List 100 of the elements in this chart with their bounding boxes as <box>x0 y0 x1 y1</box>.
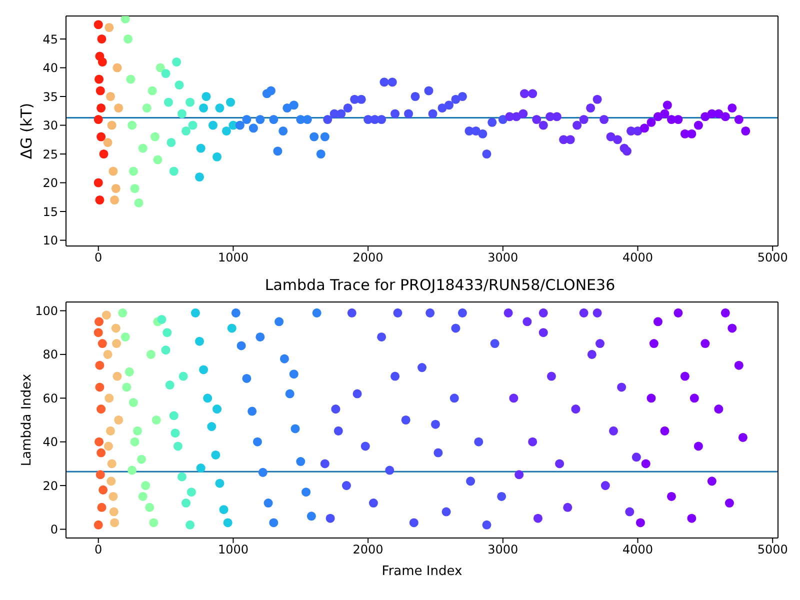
point <box>734 114 744 124</box>
y-axis-title: ΔG (kT) <box>17 102 36 160</box>
point <box>166 138 176 148</box>
point <box>130 437 140 446</box>
point <box>646 118 656 127</box>
y-tick-label: 100 <box>35 304 58 318</box>
point <box>528 89 538 98</box>
point <box>636 518 645 528</box>
point <box>122 382 132 392</box>
point <box>290 424 300 434</box>
point <box>194 172 204 182</box>
point <box>161 68 170 78</box>
point <box>528 437 538 446</box>
point <box>714 404 724 414</box>
point <box>170 428 180 438</box>
point <box>252 437 262 446</box>
point <box>724 498 734 508</box>
y-tick-label: 40 <box>42 435 58 450</box>
point <box>114 103 124 113</box>
point <box>352 389 362 398</box>
point <box>103 138 112 148</box>
point <box>444 100 454 110</box>
point <box>269 114 278 124</box>
point <box>107 120 116 130</box>
y-tick-label: 15 <box>42 204 58 219</box>
point <box>649 339 658 348</box>
point <box>186 98 195 107</box>
point <box>509 394 518 403</box>
point <box>177 109 186 118</box>
point <box>124 34 133 44</box>
point <box>212 404 222 414</box>
point <box>538 120 548 130</box>
x-tick-label: 5000 <box>757 542 788 557</box>
point <box>96 103 106 113</box>
point <box>256 332 265 342</box>
point <box>199 103 208 113</box>
point <box>227 324 236 333</box>
point <box>285 389 294 398</box>
point <box>256 114 265 124</box>
point <box>103 350 112 359</box>
point <box>177 472 186 482</box>
point <box>104 442 113 451</box>
point <box>579 114 588 124</box>
point <box>377 114 386 124</box>
point <box>178 372 188 381</box>
point <box>132 426 142 436</box>
point <box>734 360 744 370</box>
point <box>196 464 206 473</box>
point <box>96 132 106 142</box>
point <box>646 394 656 403</box>
point <box>430 420 440 429</box>
point <box>94 20 103 30</box>
point <box>342 481 351 490</box>
point <box>106 476 116 486</box>
point <box>120 332 130 342</box>
point <box>248 406 257 416</box>
point <box>264 498 273 508</box>
point <box>368 498 378 508</box>
point <box>653 112 662 122</box>
point <box>410 92 420 102</box>
point <box>231 308 240 318</box>
point <box>533 514 542 523</box>
y-tick-label: 10 <box>42 234 58 248</box>
point <box>94 328 103 338</box>
point <box>157 314 166 324</box>
x-tick-label: 4000 <box>622 542 654 557</box>
point <box>102 310 111 320</box>
point <box>207 422 216 432</box>
point <box>94 74 104 84</box>
x-tick-label: 4000 <box>622 250 654 265</box>
point <box>662 100 672 110</box>
point <box>538 308 548 318</box>
point <box>592 308 602 318</box>
point <box>165 380 174 390</box>
point <box>97 34 106 44</box>
x-tick-label: 2000 <box>352 250 384 265</box>
point <box>242 114 252 124</box>
point <box>488 118 497 127</box>
point <box>632 452 641 462</box>
x-tick-label: 1000 <box>218 250 248 265</box>
point <box>153 155 162 164</box>
point <box>109 507 118 516</box>
point <box>110 195 120 205</box>
point <box>98 57 107 67</box>
point <box>674 308 683 318</box>
point <box>388 78 397 87</box>
point <box>690 394 699 403</box>
point <box>280 354 289 364</box>
x-tick-label: 3000 <box>488 542 518 557</box>
point <box>401 415 410 425</box>
point <box>149 518 158 528</box>
point <box>522 317 532 326</box>
point <box>334 426 343 436</box>
point <box>579 308 588 318</box>
x-tick-label: 0 <box>94 250 102 265</box>
point <box>236 341 246 350</box>
point <box>128 398 138 408</box>
point <box>110 518 120 528</box>
point <box>278 126 288 136</box>
point <box>156 63 165 72</box>
